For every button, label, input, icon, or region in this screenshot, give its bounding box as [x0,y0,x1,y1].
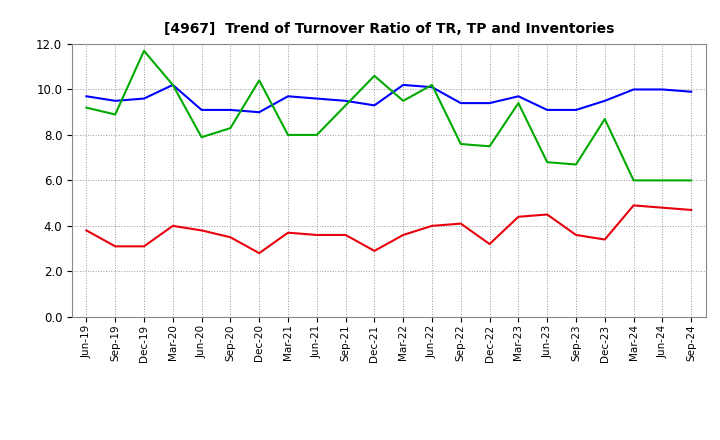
Inventories [399,98,408,103]
Trade Payables [255,110,264,115]
Trade Receivables [197,228,206,233]
Trade Receivables [111,244,120,249]
Line: Trade Payables: Trade Payables [86,85,691,112]
Trade Receivables [341,232,350,238]
Trade Payables [226,107,235,113]
Trade Receivables [168,223,177,228]
Line: Trade Receivables: Trade Receivables [86,205,691,253]
Trade Receivables [514,214,523,220]
Trade Payables [111,98,120,103]
Inventories [111,112,120,117]
Trade Receivables [687,207,696,213]
Trade Payables [687,89,696,94]
Inventories [312,132,321,138]
Trade Receivables [226,235,235,240]
Inventories [485,143,494,149]
Trade Payables [428,84,436,90]
Trade Receivables [284,230,292,235]
Trade Payables [312,96,321,101]
Inventories [341,103,350,108]
Inventories [514,100,523,106]
Inventories [456,141,465,147]
Inventories [543,160,552,165]
Trade Payables [399,82,408,88]
Inventories [82,105,91,110]
Trade Payables [658,87,667,92]
Trade Payables [514,94,523,99]
Trade Receivables [82,228,91,233]
Trade Receivables [543,212,552,217]
Inventories [629,178,638,183]
Trade Receivables [572,232,580,238]
Inventories [140,48,148,53]
Trade Payables [456,100,465,106]
Line: Inventories: Inventories [86,51,691,180]
Inventories [370,73,379,78]
Trade Payables [341,98,350,103]
Inventories [428,82,436,88]
Trade Payables [629,87,638,92]
Trade Payables [82,94,91,99]
Title: [4967]  Trend of Turnover Ratio of TR, TP and Inventories: [4967] Trend of Turnover Ratio of TR, TP… [163,22,614,36]
Inventories [255,78,264,83]
Trade Payables [168,82,177,88]
Trade Payables [284,94,292,99]
Trade Receivables [485,242,494,247]
Trade Payables [572,107,580,113]
Trade Receivables [255,250,264,256]
Trade Payables [370,103,379,108]
Trade Receivables [600,237,609,242]
Inventories [687,178,696,183]
Trade Payables [600,98,609,103]
Trade Receivables [456,221,465,226]
Trade Receivables [428,223,436,228]
Inventories [284,132,292,138]
Trade Receivables [312,232,321,238]
Trade Payables [197,107,206,113]
Trade Receivables [140,244,148,249]
Trade Payables [140,96,148,101]
Inventories [226,125,235,131]
Trade Payables [543,107,552,113]
Trade Receivables [370,248,379,253]
Trade Receivables [629,203,638,208]
Trade Receivables [399,232,408,238]
Inventories [600,116,609,121]
Inventories [197,135,206,140]
Trade Payables [485,100,494,106]
Inventories [572,162,580,167]
Inventories [168,82,177,88]
Inventories [658,178,667,183]
Trade Receivables [658,205,667,210]
